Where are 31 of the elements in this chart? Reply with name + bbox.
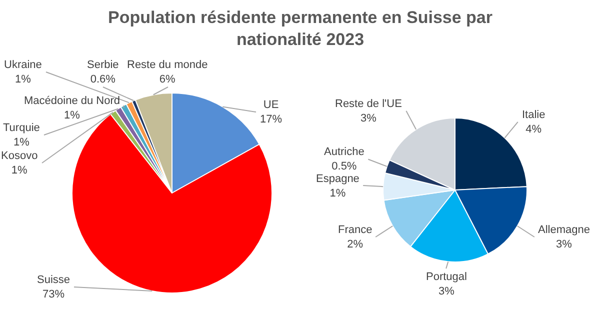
data-label: 17% xyxy=(260,113,282,126)
data-label: 73% xyxy=(42,288,65,300)
data-label: 1% xyxy=(64,109,80,122)
slice-label: Kosovo xyxy=(1,150,38,162)
slice-label: Ukraine xyxy=(4,59,42,71)
slice-label: UE xyxy=(263,99,279,111)
data-label: 1% xyxy=(11,164,28,176)
data-label: 3% xyxy=(556,238,572,250)
slice-label: Reste du monde xyxy=(127,59,208,71)
data-label: 3% xyxy=(360,112,377,124)
slice-label: Espagne xyxy=(316,173,360,185)
data-label: 4% xyxy=(526,123,542,136)
data-label: 0.6% xyxy=(90,73,116,86)
data-label: 1% xyxy=(15,73,32,86)
chart-title: Population résidente permanente en Suisse par nationalité 2023 xyxy=(108,8,493,50)
slice-label: Allemagne xyxy=(538,224,590,236)
slice-label: Turquie xyxy=(3,122,40,134)
slice-label: Italie xyxy=(522,109,546,121)
slice-label: Serbie xyxy=(87,59,119,71)
slice-label: Suisse xyxy=(37,274,70,286)
slice-label: Reste de l'UE xyxy=(335,98,402,110)
data-label: 1% xyxy=(13,136,30,148)
data-label: 6% xyxy=(159,73,176,86)
slice-label: Portugal xyxy=(426,271,467,283)
data-label: 1% xyxy=(330,187,346,200)
data-label: 0.5% xyxy=(332,160,357,172)
slice-label: France xyxy=(338,224,372,236)
slice-label: Autriche xyxy=(324,146,364,158)
slice-label: Macédoine du Nord xyxy=(24,95,120,107)
data-label: 3% xyxy=(438,285,455,298)
data-label: 2% xyxy=(347,238,364,250)
